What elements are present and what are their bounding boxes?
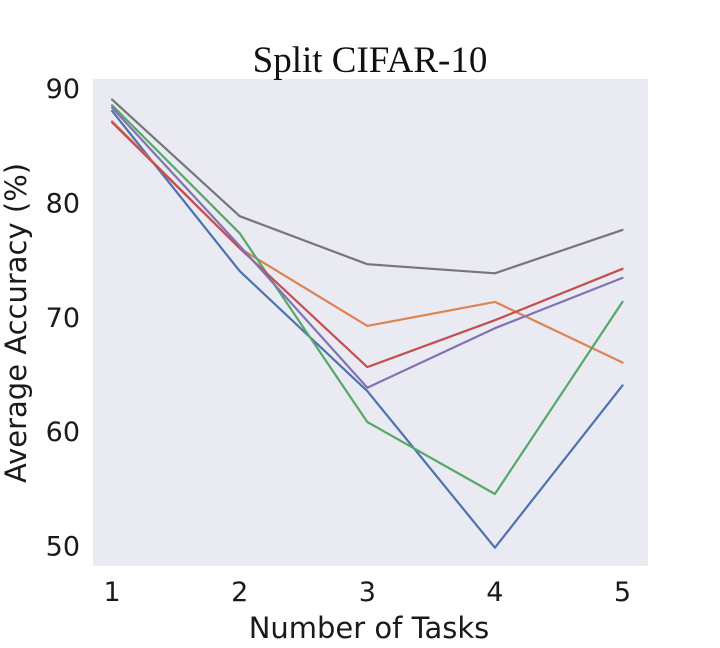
y-tick-labels: 50 60 70 80 90 (46, 74, 80, 562)
x-tick-label: 2 (231, 577, 248, 608)
x-axis-label: Number of Tasks (249, 611, 490, 645)
y-tick-label: 60 (46, 417, 80, 448)
y-tick-label: 70 (46, 303, 80, 334)
y-tick-label: 80 (46, 189, 80, 220)
series-line-5 (110, 106, 624, 389)
y-tick-label: 50 (46, 531, 80, 562)
x-tick-labels: 1 2 3 4 5 (104, 577, 632, 608)
x-tick-label: 1 (104, 577, 121, 608)
chart-title: Split CIFAR-10 (253, 40, 488, 81)
x-tick-label: 3 (359, 577, 376, 608)
y-tick-label: 90 (46, 74, 80, 105)
series-layer (110, 98, 624, 549)
plot-background (93, 79, 648, 566)
x-tick-label: 5 (614, 577, 631, 608)
series-line-4 (110, 121, 624, 369)
x-tick-label: 4 (486, 577, 503, 608)
series-line-3 (110, 104, 624, 496)
series-line-6 (110, 98, 624, 275)
series-line-1 (110, 109, 624, 549)
y-axis-label: Average Accuracy (%) (0, 163, 33, 483)
